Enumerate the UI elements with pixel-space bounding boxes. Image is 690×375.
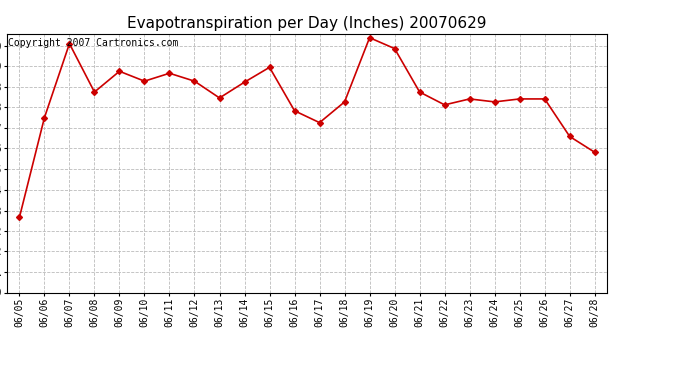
Title: Evapotranspiration per Day (Inches) 20070629: Evapotranspiration per Day (Inches) 2007… <box>127 16 487 31</box>
Text: Copyright 2007 Cartronics.com: Copyright 2007 Cartronics.com <box>8 38 179 48</box>
